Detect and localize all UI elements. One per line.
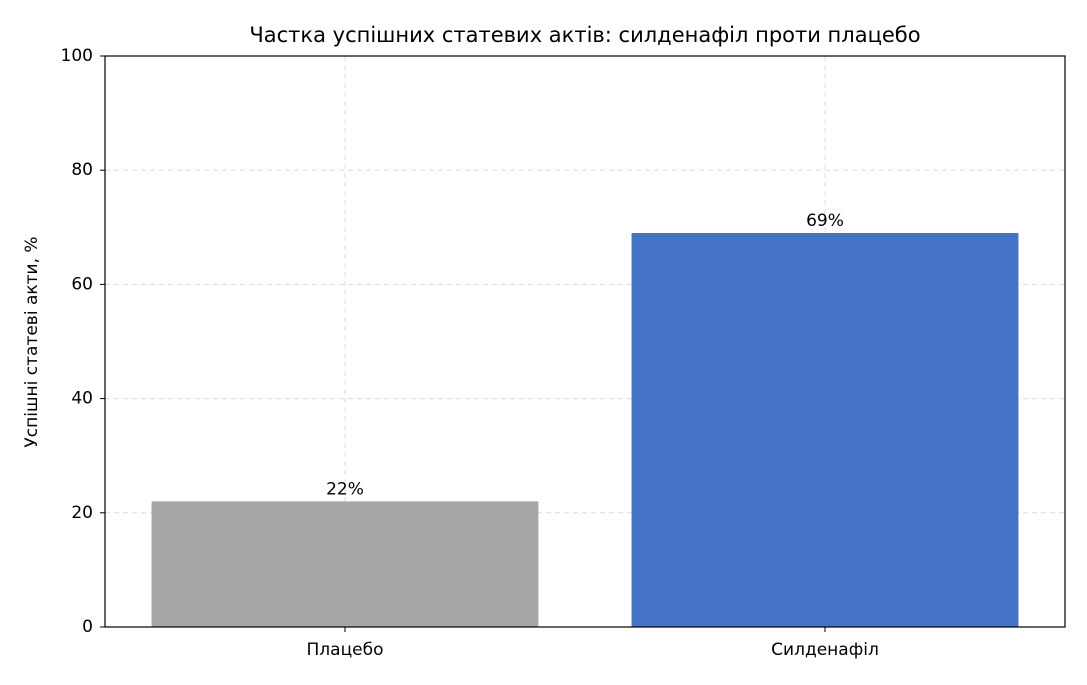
plot-frame [104,55,1066,628]
y-tick-label: 20 [71,503,93,523]
value-label: 22% [326,479,364,499]
y-tick-label: 40 [71,389,93,409]
bar [151,501,539,627]
y-tick-label: 100 [61,46,93,66]
y-tick-label: 80 [71,160,93,180]
bar [631,233,1019,627]
y-tick-label: 60 [71,274,93,294]
chart-title: Частка успішних статевих актів: силденаф… [249,23,920,47]
y-tick-label: 0 [82,617,93,637]
x-tick-label: Плацебо [307,640,384,660]
y-axis-label: Успішні статеві акти, % [22,236,42,447]
x-tick-label: Силденафіл [771,640,879,660]
value-label: 69% [806,211,844,231]
